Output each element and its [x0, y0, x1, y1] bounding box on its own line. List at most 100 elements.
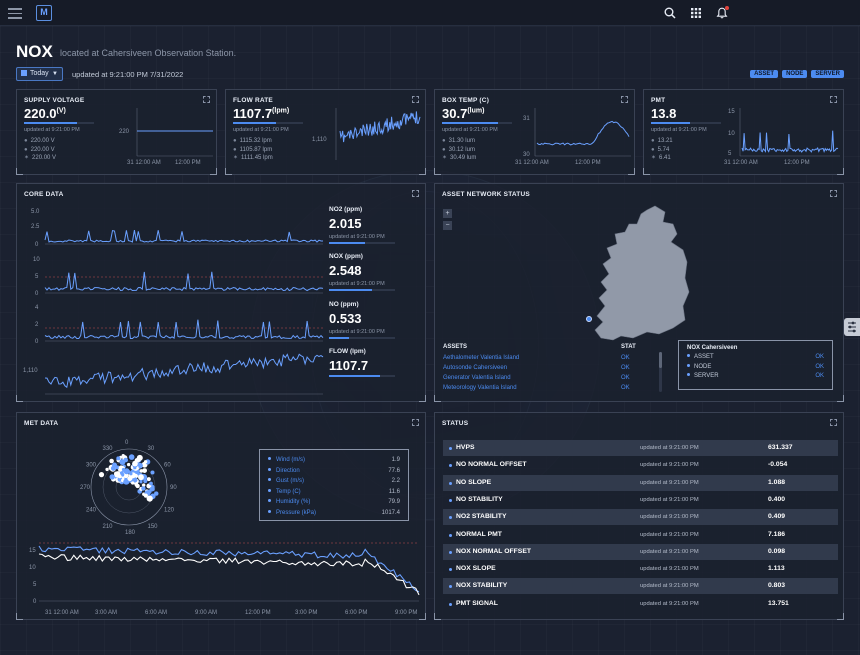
svg-text:180: 180 [125, 530, 136, 536]
kpi-title: SUPPLY VOLTAGE [24, 97, 85, 104]
list-item: Aethalometer Valentia Island OK [443, 355, 630, 361]
wind-point [146, 477, 151, 482]
expand-icon[interactable] [830, 96, 837, 103]
svg-text:10: 10 [29, 565, 36, 571]
list-item: Direction 77.6 [268, 466, 400, 477]
status-updated: updated at 9:21:00 PM [640, 583, 699, 590]
list-item: Generator Valentia Island OK [443, 375, 630, 381]
top-bar: M [0, 0, 860, 26]
list-item: ASSET OK [687, 354, 824, 364]
status-row: NOX NORMAL OFFSET updated at 9:21:00 PM 0.… [443, 543, 838, 560]
svg-text:2.5: 2.5 [31, 224, 40, 230]
expand-icon[interactable] [203, 96, 210, 103]
date-range-dropdown[interactable]: Today ▼ [16, 67, 63, 81]
asset-network-panel: ASSET NETWORK STATUS + − ASSETS STAT Aeth… [434, 183, 844, 402]
status-updated: updated at 9:21:00 PM [640, 600, 699, 607]
expand-icon[interactable] [621, 96, 628, 103]
kpi-stats: ● 31.30 lum ● 30.12 lum ✶ 30.49 lum [442, 138, 477, 161]
readout-no2: NO2 (ppm) 2.015 updated at 9:21:00 PM [329, 206, 409, 244]
kpi-value: 1107.7(lpm) [233, 106, 290, 121]
expand-icon[interactable] [412, 190, 419, 197]
kpi-progress-bar [442, 122, 512, 124]
core-chart-nox: 10 5 0 [33, 257, 324, 297]
bell-icon[interactable] [716, 6, 729, 19]
calendar-icon [21, 70, 27, 76]
status-value: 0.400 [768, 495, 786, 503]
search-icon[interactable] [664, 7, 676, 19]
svg-text:5: 5 [728, 151, 732, 157]
wind-point [147, 489, 152, 494]
zoom-out-button[interactable]: − [443, 221, 452, 230]
bullet-icon [449, 602, 452, 606]
zoom-in-button[interactable]: + [443, 209, 452, 218]
svg-text:3:00 PM: 3:00 PM [295, 610, 317, 616]
wind-point [121, 454, 125, 458]
svg-text:30: 30 [148, 446, 155, 452]
status-name: NO SLOPE [456, 478, 492, 486]
wind-point [139, 480, 143, 484]
kpi-progress-bar [233, 122, 303, 124]
ireland-map[interactable] [585, 202, 705, 342]
list-item: Meteorology Valentia Island OK [443, 385, 630, 391]
svg-text:2: 2 [35, 322, 39, 328]
status-updated: updated at 9:21:00 PM [640, 462, 699, 469]
wind-point [127, 476, 133, 482]
expand-icon[interactable] [830, 419, 837, 426]
svg-text:31 12:00 AM: 31 12:00 AM [724, 160, 758, 166]
apps-grid-icon[interactable] [690, 7, 702, 19]
status-updated: updated at 9:21:00 PM [640, 514, 699, 521]
svg-text:4: 4 [35, 305, 39, 311]
kpi-value: 30.7(lum) [442, 106, 485, 121]
svg-text:31 12:00 AM: 31 12:00 AM [127, 160, 161, 166]
status-name: NORMAL PMT [456, 530, 502, 538]
bullet-icon [449, 568, 452, 572]
status-name: NO2 STABILITY [456, 513, 507, 521]
wind-point [143, 460, 148, 464]
svg-text:3:00 AM: 3:00 AM [95, 610, 117, 616]
status-name: NOX NORMAL OFFSET [456, 547, 532, 555]
page-subtitle: located at Cahersiveen Observation Stati… [60, 48, 237, 58]
wind-point [128, 454, 135, 460]
svg-text:1,110: 1,110 [23, 368, 38, 374]
wind-point [105, 467, 109, 472]
list-item: Temp (C) 11.6 [268, 487, 400, 498]
kpi-title: PMT [651, 97, 666, 104]
wind-point [142, 468, 147, 473]
pill-asset[interactable]: ASSET [750, 70, 779, 78]
bullet-icon [449, 481, 452, 485]
menu-icon[interactable] [8, 8, 22, 19]
pill-node[interactable]: NODE [782, 70, 808, 78]
assets-scrollbar[interactable] [659, 352, 662, 392]
status-row: NO2 STABILITY updated at 9:21:00 PM 0.409 [443, 509, 838, 526]
readout-no: NO (ppm) 0.533 updated at 9:21:00 PM [329, 301, 409, 339]
status-value: 0.803 [768, 582, 786, 590]
svg-text:6:00 AM: 6:00 AM [145, 610, 167, 616]
met-timeseries: 15 10 5 0 31 12:00 AM 3:00 AM 6:00 AM 9:00 … [29, 542, 420, 616]
wind-point [129, 472, 133, 476]
svg-text:120: 120 [164, 508, 175, 514]
wind-point [141, 486, 146, 491]
logo-icon[interactable]: M [36, 5, 52, 21]
kpi-value: 13.8 [651, 106, 677, 121]
kpi-title: FLOW RATE [233, 97, 273, 104]
expand-icon[interactable] [412, 96, 419, 103]
map-marker-cahersiveen[interactable] [586, 316, 592, 322]
expand-icon[interactable] [830, 190, 837, 197]
settings-sliders-icon[interactable] [844, 318, 860, 336]
status-row: HVPS updated at 9:21:00 PM 631.337 [443, 440, 838, 456]
wind-point [121, 467, 126, 472]
status-panel: STATUS HVPS updated at 9:21:00 PM 631.337 N… [434, 412, 844, 620]
svg-text:5: 5 [33, 582, 37, 588]
status-value: -0.054 [768, 461, 788, 469]
svg-text:0: 0 [125, 440, 129, 446]
status-name: NO STABILITY [456, 495, 503, 503]
pill-server[interactable]: SERVER [811, 70, 844, 78]
status-value: 7.186 [768, 530, 786, 538]
bullet-icon [449, 516, 452, 520]
svg-text:12:00 PM: 12:00 PM [175, 160, 201, 166]
status-updated: updated at 9:21:00 PM [640, 445, 699, 451]
expand-icon[interactable] [412, 419, 419, 426]
wind-point [132, 460, 138, 467]
svg-text:60: 60 [164, 463, 171, 469]
status-name: NOX SLOPE [456, 565, 496, 573]
